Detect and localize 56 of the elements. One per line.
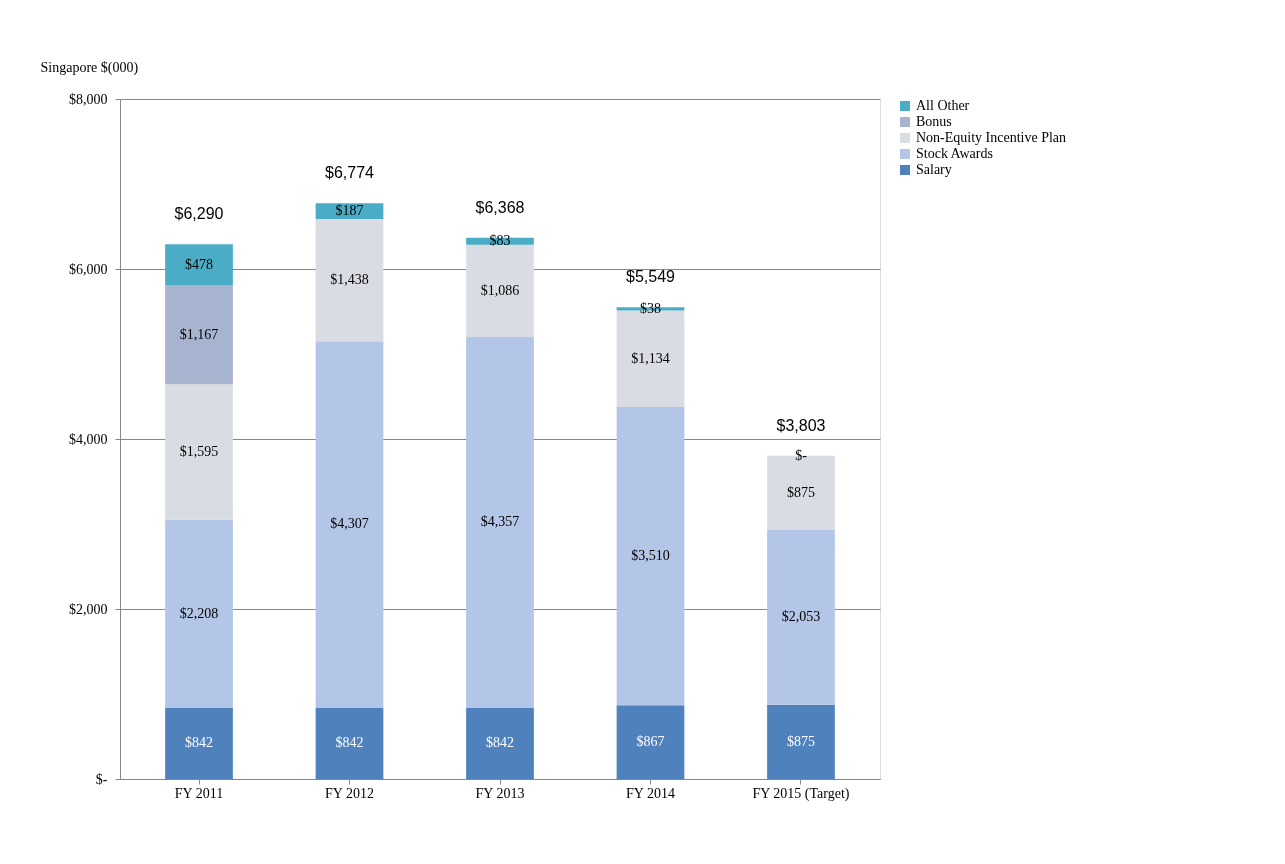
y-tick-label: $4,000 bbox=[69, 431, 108, 447]
bar bbox=[315, 341, 384, 708]
bar bbox=[616, 705, 685, 779]
data-label: $- bbox=[795, 447, 808, 463]
data-label: $2,208 bbox=[179, 605, 219, 621]
y-tick-label: $8,000 bbox=[69, 91, 108, 107]
bar bbox=[466, 244, 534, 338]
total-label: $6,368 bbox=[475, 198, 525, 216]
bar bbox=[315, 219, 384, 342]
data-label: $4,307 bbox=[330, 516, 369, 532]
data-label: $2,053 bbox=[781, 609, 821, 625]
data-label: $187 bbox=[335, 203, 364, 219]
y-tick-label: $2,000 bbox=[69, 601, 108, 617]
legend-label: Bonus bbox=[916, 114, 952, 129]
bar bbox=[165, 519, 233, 708]
bar bbox=[616, 406, 685, 706]
total-label: $6,774 bbox=[325, 164, 375, 182]
x-tick-label: FY 2012 bbox=[325, 785, 374, 801]
bar bbox=[165, 244, 233, 285]
x-tick-label: FY 2013 bbox=[475, 785, 525, 801]
data-label: $842 bbox=[335, 735, 364, 751]
legend-label: Salary bbox=[916, 162, 952, 177]
data-label: $875 bbox=[786, 733, 815, 749]
data-label: $38 bbox=[640, 300, 661, 316]
bar bbox=[165, 384, 233, 520]
legend-label: Non-Equity Incentive Plan bbox=[916, 130, 1067, 145]
data-label: $1,595 bbox=[179, 443, 219, 459]
bar bbox=[466, 707, 534, 779]
data-label: $478 bbox=[185, 256, 214, 272]
bar bbox=[767, 704, 835, 779]
y-axis-title: Singapore $(000) bbox=[40, 59, 139, 76]
bar bbox=[315, 707, 384, 779]
total-label: $3,803 bbox=[776, 416, 826, 434]
data-label: $1,134 bbox=[631, 350, 670, 366]
data-label: $842 bbox=[486, 735, 514, 751]
data-label: $4,357 bbox=[480, 514, 520, 530]
data-label: $1,086 bbox=[480, 282, 520, 298]
data-label: $3,510 bbox=[631, 548, 670, 564]
x-tick-label: FY 2015 (Target) bbox=[752, 785, 850, 802]
data-label: $1,167 bbox=[179, 326, 219, 342]
y-tick-label: $6,000 bbox=[69, 261, 108, 277]
data-label: $1,438 bbox=[330, 272, 369, 288]
legend-label: Stock Awards bbox=[916, 146, 993, 161]
bar bbox=[466, 337, 534, 708]
data-label: $875 bbox=[786, 484, 815, 500]
x-tick-label: FY 2011 bbox=[174, 785, 224, 801]
bar bbox=[767, 530, 835, 705]
x-tick-label: FY 2014 bbox=[626, 785, 675, 801]
bar bbox=[165, 284, 233, 385]
legend-label: All Other bbox=[916, 98, 970, 113]
total-label: $5,549 bbox=[626, 268, 676, 286]
data-label: $867 bbox=[636, 734, 665, 750]
bar bbox=[165, 707, 233, 779]
y-tick-label: $- bbox=[95, 771, 108, 787]
data-label: $842 bbox=[185, 735, 214, 751]
total-label: $6,290 bbox=[174, 205, 224, 223]
